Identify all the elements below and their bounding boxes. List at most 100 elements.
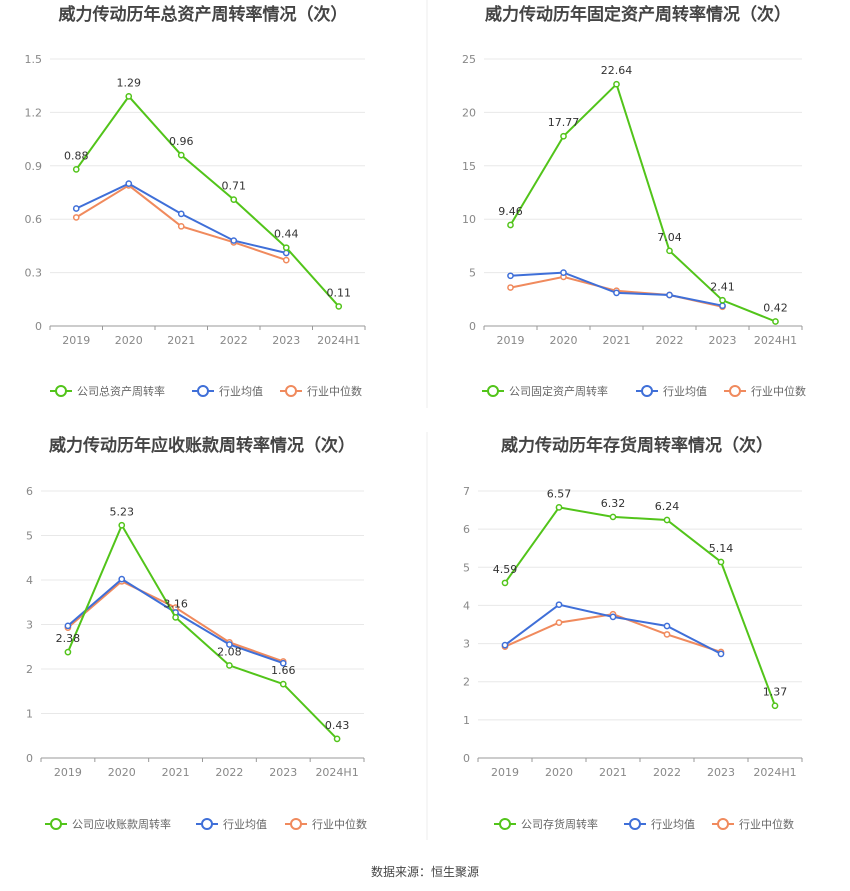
- data-point-industry-mean: [64, 622, 72, 630]
- source-note: 数据来源：恒生聚源: [371, 864, 479, 879]
- data-point-company: [555, 504, 563, 511]
- data-label: 2.38: [56, 632, 81, 645]
- data-point-industry-mean: [118, 575, 126, 583]
- y-tick-label: 0: [35, 320, 42, 333]
- y-tick-label: 1.5: [25, 53, 43, 66]
- legend-swatch-marker: [201, 818, 213, 830]
- data-point-industry-mean: [501, 641, 509, 649]
- data-point-industry-mean: [230, 237, 238, 244]
- x-tick-label: 2019: [54, 766, 82, 779]
- y-tick-label: 1: [26, 708, 33, 721]
- y-tick-label: 0: [26, 752, 33, 765]
- data-label: 5.23: [110, 505, 135, 518]
- data-label: 6.24: [655, 500, 680, 513]
- chart-title: 威力传动历年总资产周转率情况（次）: [59, 4, 348, 25]
- legend-swatch-marker: [717, 818, 729, 830]
- data-label: 2.41: [710, 280, 735, 293]
- series-line-company: [75, 94, 340, 308]
- data-point-industry-median: [72, 214, 80, 221]
- data-point-company: [282, 244, 290, 252]
- data-label: 22.64: [601, 64, 633, 77]
- y-tick-label: 10: [462, 213, 476, 226]
- data-label: 4.59: [493, 563, 518, 576]
- x-tick-label: 2021: [599, 766, 627, 779]
- legend-swatch-marker: [55, 385, 67, 397]
- legend-item: 行业均值: [624, 818, 695, 831]
- y-tick-label: 1: [463, 714, 470, 727]
- x-tick-label: 2021: [162, 766, 190, 779]
- series-line-industry-median: [67, 580, 284, 663]
- x-tick-label: 2019: [491, 766, 519, 779]
- data-point-industry-median: [555, 619, 563, 626]
- data-point-industry-mean: [279, 659, 287, 667]
- legend-label: 行业中位数: [751, 384, 806, 398]
- legend-swatch-marker: [197, 385, 209, 397]
- y-tick-label: 6: [26, 485, 33, 498]
- data-point-industry-mean: [609, 613, 617, 621]
- legend-swatch-marker: [487, 385, 499, 397]
- data-label: 9.46: [498, 205, 523, 218]
- x-tick-label: 2021: [167, 334, 195, 347]
- y-tick-label: 5: [469, 267, 476, 280]
- y-tick-label: 5: [26, 530, 33, 543]
- data-label: 7.04: [657, 231, 682, 244]
- chart-title: 威力传动历年固定资产周转率情况（次）: [485, 4, 791, 25]
- data-point-company: [335, 303, 343, 310]
- chart-panel-2: 威力传动历年固定资产周转率情况（次） 0 5 10 15 20 25 2019 2020 2021…: [462, 4, 806, 398]
- data-point-company: [172, 614, 179, 621]
- legend-item: 公司应收账款周转率: [45, 817, 171, 831]
- legend-item: 公司固定资产周转率: [482, 384, 608, 398]
- data-label: 1.29: [117, 76, 142, 89]
- data-point-company: [279, 680, 287, 688]
- data-label: 3.16: [163, 597, 188, 610]
- x-tick-label: 2020: [115, 334, 143, 347]
- data-point-company: [507, 221, 514, 229]
- data-point-industry-mean: [560, 269, 567, 276]
- data-point-company: [560, 132, 567, 140]
- legend-label: 行业中位数: [739, 817, 794, 831]
- legend-label: 公司应收账款周转率: [72, 817, 171, 831]
- legend-label: 公司总资产周转率: [77, 384, 165, 398]
- y-tick-label: 0.6: [25, 213, 43, 226]
- data-label: 1.37: [763, 686, 788, 699]
- y-tick-label: 3: [463, 638, 470, 651]
- data-point-company: [226, 662, 233, 669]
- series-line-company: [66, 523, 338, 740]
- data-point-company: [501, 579, 509, 587]
- legend-swatch-marker: [499, 818, 511, 830]
- legend-swatch-marker: [729, 385, 741, 397]
- data-point-industry-median: [282, 256, 290, 264]
- series-line-company: [509, 82, 776, 323]
- y-tick-label: 7: [463, 485, 470, 498]
- chart-panel-1: 威力传动历年总资产周转率情况（次） 0 0.3 0.6 0.9 1.2 1.5 2019 202…: [25, 4, 366, 398]
- series-line-company: [504, 506, 776, 707]
- legend-swatch-marker: [290, 818, 302, 830]
- data-point-industry-mean: [555, 601, 563, 609]
- data-label: 0.11: [327, 286, 352, 299]
- legend-swatch-marker: [50, 818, 62, 830]
- data-point-company: [72, 166, 80, 173]
- data-point-company: [333, 735, 341, 743]
- x-tick-label: 2022: [215, 766, 243, 779]
- y-tick-label: 4: [26, 574, 33, 587]
- legend-label: 行业均值: [223, 818, 267, 831]
- x-tick-label: 2020: [108, 766, 136, 779]
- data-point-company: [64, 648, 72, 656]
- legend-item: 公司存货周转率: [494, 817, 598, 831]
- legend-label: 行业均值: [651, 818, 695, 831]
- data-label: 0.43: [325, 719, 350, 732]
- data-point-company: [118, 521, 126, 529]
- legend-label: 公司存货周转率: [521, 817, 598, 831]
- data-label: 6.32: [601, 497, 626, 510]
- x-tick-label: 2019: [62, 334, 90, 347]
- data-point-industry-mean: [663, 622, 671, 630]
- data-point-company: [230, 196, 238, 203]
- data-label: 1.66: [271, 664, 296, 677]
- data-point-company: [125, 93, 133, 100]
- data-label: 0.88: [64, 149, 89, 162]
- legend-label: 行业中位数: [312, 817, 367, 831]
- data-label: 0.71: [222, 180, 247, 193]
- data-point-industry-mean: [717, 650, 725, 658]
- x-tick-label: 2023: [707, 766, 735, 779]
- data-point-industry-median: [177, 222, 185, 230]
